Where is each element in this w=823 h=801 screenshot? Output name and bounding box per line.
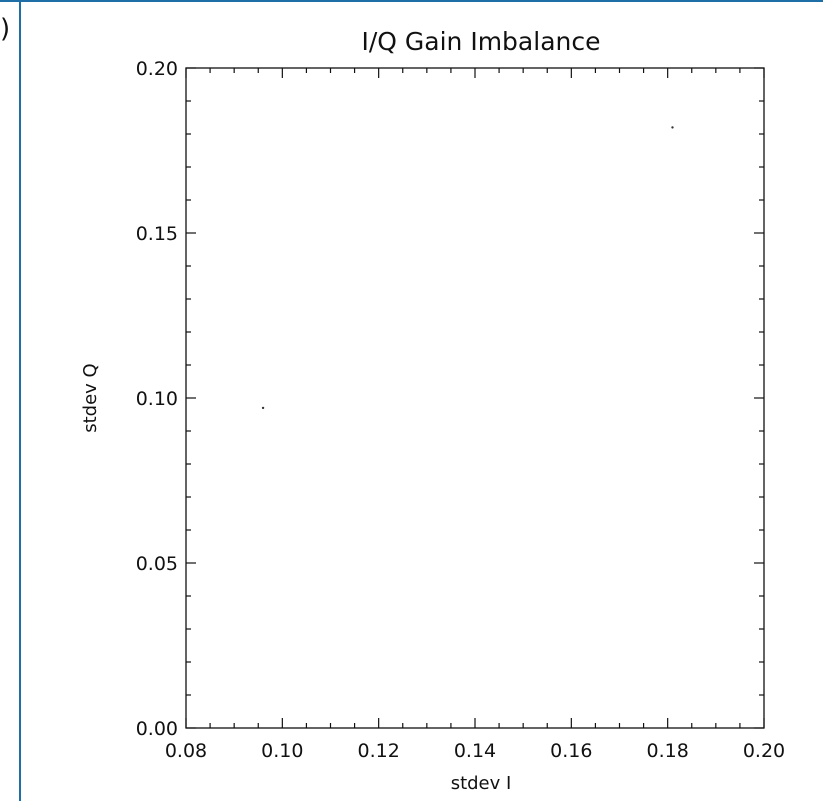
plot-area: [185, 67, 765, 729]
axis-tick-labels: 0.08 0.10 0.12 0.14 0.16 0.18 0.20 0.00 0.05 0.10…: [136, 58, 785, 762]
data-points: [261, 126, 674, 410]
x-tick-label: 0.18: [647, 740, 689, 762]
y-axis-label: stdev Q: [80, 363, 101, 432]
data-point: [671, 126, 674, 129]
x-tick-label: 0.20: [743, 740, 785, 762]
x-axis-label: stdev I: [451, 773, 512, 794]
x-tick-label: 0.10: [261, 740, 303, 762]
x-tick-label: 0.16: [550, 740, 592, 762]
x-tick-label: 0.14: [454, 740, 496, 762]
y-tick-label: 0.20: [136, 58, 178, 80]
y-tick-label: 0.10: [136, 388, 178, 410]
y-tick-label: 0.15: [136, 223, 178, 245]
y-tick-label: 0.00: [136, 718, 178, 740]
panel-label-fragment: ): [0, 14, 11, 44]
y-tick-label: 0.05: [136, 553, 178, 575]
axis-ticks: [185, 67, 765, 729]
chart-title: I/Q Gain Imbalance: [361, 27, 600, 56]
x-tick-label: 0.12: [358, 740, 400, 762]
data-point: [261, 406, 265, 410]
x-tick-label: 0.08: [165, 740, 207, 762]
table-top-border: [0, 0, 823, 2]
table-left-cell: [0, 0, 21, 801]
